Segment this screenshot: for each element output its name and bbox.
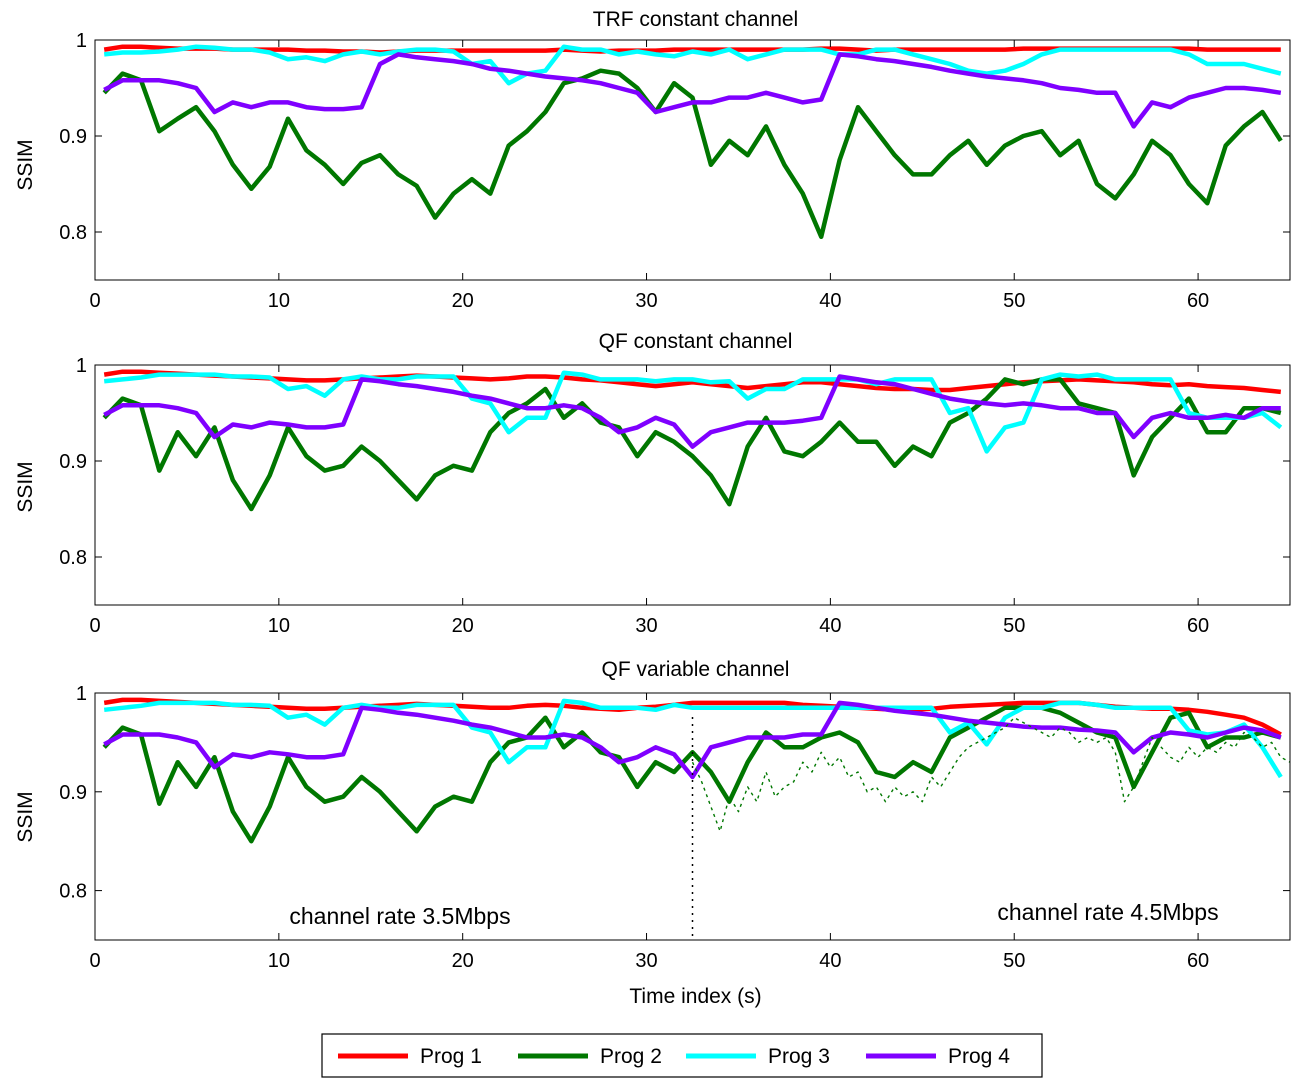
series-line-prog-2-reference xyxy=(691,717,1290,832)
y-tick-label: 0.8 xyxy=(59,222,87,244)
series-line-prog-2 xyxy=(102,377,1282,512)
series-line-prog-3 xyxy=(103,698,1283,779)
x-axis-label: Time index (s) xyxy=(629,985,761,1008)
axes-frame xyxy=(94,39,1291,281)
y-tick-label: 0.8 xyxy=(59,881,87,903)
series-line-prog-4 xyxy=(103,374,1281,449)
series-line-prog-3 xyxy=(103,44,1282,86)
series-line-prog-3 xyxy=(103,370,1283,454)
y-tick-label: 1 xyxy=(76,683,87,705)
subplot-qf-constant-channel: QF constant channel SSIM 0 10 20 30 40 50 60 0.… xyxy=(14,330,1291,637)
subplot-trf-constant-channel: TRF constant channel SSIM 0 10 20 30 40 50 60 0… xyxy=(14,8,1291,312)
x-tick-label: 40 xyxy=(819,950,841,972)
legend-label: Prog 3 xyxy=(768,1045,830,1068)
annotation-channel-rate-4-5: channel rate 4.5Mbps xyxy=(997,899,1218,925)
series-line-prog-4 xyxy=(103,52,1282,129)
x-tick-label: 20 xyxy=(452,615,474,637)
legend-entry-prog-2: Prog 2 xyxy=(518,1045,662,1068)
x-tick-label: 40 xyxy=(819,290,841,312)
x-tick-label: 40 xyxy=(819,615,841,637)
y-axis-label: SSIM xyxy=(14,139,37,190)
x-tick-label: 50 xyxy=(1003,950,1025,972)
x-tick-label: 20 xyxy=(452,290,474,312)
y-tick-label: 0.9 xyxy=(59,126,87,148)
legend-entry-prog-4: Prog 4 xyxy=(866,1045,1010,1068)
subplot-title: TRF constant channel xyxy=(593,8,798,31)
x-tick-label: 60 xyxy=(1187,950,1209,972)
axes-frame xyxy=(94,364,1291,606)
x-tick-label: 50 xyxy=(1003,615,1025,637)
y-tick-label: 0.9 xyxy=(59,782,87,804)
axes-frame xyxy=(94,692,1291,941)
legend-entry-prog-1: Prog 1 xyxy=(338,1045,482,1068)
series-group xyxy=(102,44,1283,240)
y-axis-label: SSIM xyxy=(14,461,37,512)
x-tick-label: 50 xyxy=(1003,290,1025,312)
y-tick-label: 1 xyxy=(76,30,87,52)
x-tick-label: 0 xyxy=(89,615,100,637)
series-line-prog-2 xyxy=(102,68,1283,240)
x-tick-label: 0 xyxy=(89,290,100,312)
y-axis-label: SSIM xyxy=(14,791,37,842)
x-tick-label: 30 xyxy=(635,615,657,637)
x-tick-label: 30 xyxy=(635,950,657,972)
series-group xyxy=(102,369,1283,512)
series-line-prog-1 xyxy=(103,369,1282,395)
x-tick-label: 10 xyxy=(268,615,290,637)
x-tick-label: 30 xyxy=(635,290,657,312)
x-tick-label: 60 xyxy=(1187,290,1209,312)
x-tick-label: 60 xyxy=(1187,615,1209,637)
x-tick-label: 20 xyxy=(452,950,474,972)
subplot-qf-variable-channel: QF variable channel SSIM Time index (s) … xyxy=(14,658,1291,1008)
y-tick-label: 0.9 xyxy=(59,451,87,473)
legend-label: Prog 2 xyxy=(600,1045,662,1068)
legend-entry-prog-3: Prog 3 xyxy=(686,1045,830,1068)
subplot-title: QF constant channel xyxy=(599,330,793,353)
legend-box xyxy=(321,1033,1043,1078)
series-line-prog-4 xyxy=(103,700,1282,780)
legend: Prog 1 Prog 2 Prog 3 Prog 4 xyxy=(321,1033,1043,1078)
legend-label: Prog 1 xyxy=(420,1045,482,1068)
subplot-title: QF variable channel xyxy=(602,658,790,681)
y-tick-label: 1 xyxy=(76,355,87,377)
x-tick-label: 10 xyxy=(268,290,290,312)
x-tick-label: 10 xyxy=(268,950,290,972)
legend-label: Prog 4 xyxy=(948,1045,1010,1068)
y-tick-label: 0.8 xyxy=(59,547,87,569)
annotation-channel-rate-3-5: channel rate 3.5Mbps xyxy=(289,903,510,929)
x-tick-label: 0 xyxy=(89,950,100,972)
